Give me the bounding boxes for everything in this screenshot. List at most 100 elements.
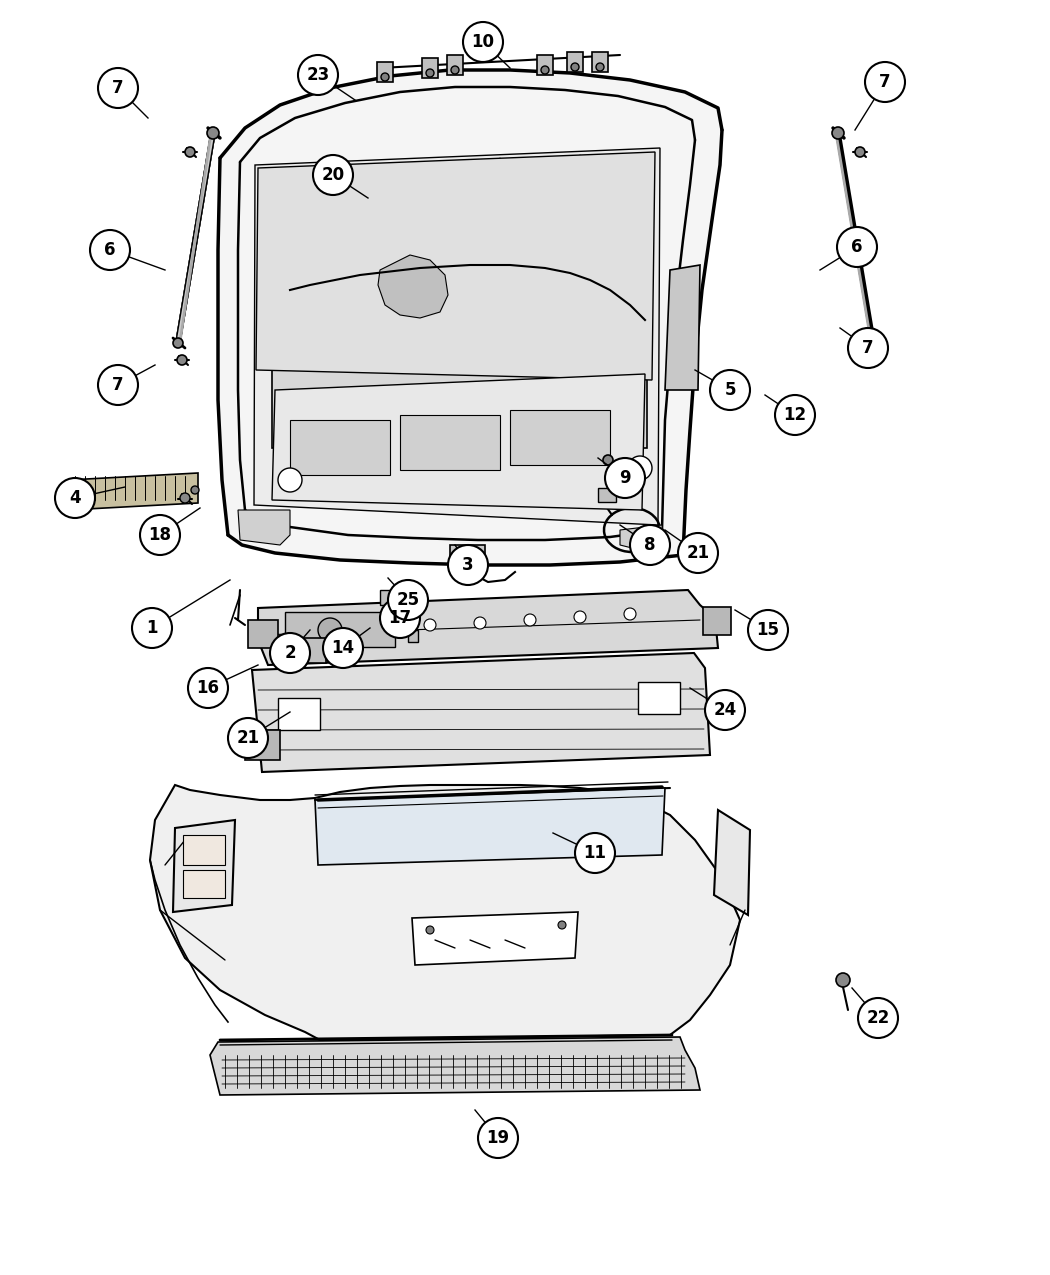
Text: 4: 4 — [69, 490, 81, 507]
Circle shape — [185, 147, 195, 157]
Circle shape — [381, 73, 388, 82]
Text: 17: 17 — [388, 609, 412, 627]
Bar — [298, 638, 326, 663]
Circle shape — [90, 230, 130, 270]
Bar — [245, 731, 280, 760]
Text: 7: 7 — [879, 73, 890, 91]
Circle shape — [855, 147, 865, 157]
Bar — [537, 55, 553, 75]
Circle shape — [832, 128, 844, 139]
Circle shape — [571, 62, 579, 71]
Bar — [248, 620, 278, 648]
Circle shape — [191, 486, 200, 493]
Text: 15: 15 — [756, 621, 779, 639]
Text: 18: 18 — [148, 527, 171, 544]
Circle shape — [270, 632, 310, 673]
Bar — [272, 210, 647, 360]
Bar — [183, 835, 225, 864]
Circle shape — [537, 391, 553, 407]
Text: 12: 12 — [783, 405, 806, 425]
Circle shape — [630, 525, 670, 565]
Bar — [447, 55, 463, 75]
Circle shape — [705, 690, 746, 731]
Bar — [406, 598, 420, 606]
Text: 8: 8 — [645, 536, 656, 555]
Circle shape — [313, 156, 353, 195]
Circle shape — [388, 580, 428, 620]
Circle shape — [710, 370, 750, 411]
Circle shape — [462, 394, 478, 411]
Circle shape — [140, 515, 180, 555]
Polygon shape — [254, 148, 660, 525]
Polygon shape — [620, 525, 663, 550]
Circle shape — [298, 55, 338, 96]
Circle shape — [678, 533, 718, 572]
Text: 24: 24 — [713, 701, 737, 719]
Circle shape — [307, 400, 323, 416]
Circle shape — [610, 224, 630, 244]
Bar — [510, 411, 610, 465]
Text: 2: 2 — [285, 644, 296, 662]
Text: 9: 9 — [620, 469, 631, 487]
Circle shape — [558, 921, 566, 929]
Circle shape — [748, 609, 788, 650]
Text: 25: 25 — [397, 592, 420, 609]
Circle shape — [865, 62, 905, 102]
Text: 1: 1 — [146, 618, 158, 638]
Circle shape — [524, 615, 536, 626]
Text: 7: 7 — [112, 376, 124, 394]
Text: 6: 6 — [104, 241, 116, 259]
Circle shape — [188, 668, 228, 708]
Text: 10: 10 — [471, 33, 495, 51]
Text: 21: 21 — [687, 544, 710, 562]
Text: 14: 14 — [332, 639, 355, 657]
Circle shape — [628, 456, 652, 479]
Circle shape — [55, 478, 94, 518]
Circle shape — [304, 235, 326, 255]
Bar — [278, 697, 320, 731]
Polygon shape — [378, 255, 448, 317]
Circle shape — [574, 611, 586, 623]
Circle shape — [605, 458, 645, 499]
Circle shape — [860, 354, 870, 365]
Polygon shape — [714, 810, 750, 915]
Polygon shape — [315, 788, 665, 864]
Text: 3: 3 — [462, 556, 474, 574]
Circle shape — [177, 354, 187, 365]
Polygon shape — [218, 70, 722, 565]
Circle shape — [460, 230, 480, 250]
Circle shape — [318, 618, 342, 643]
Text: 19: 19 — [486, 1128, 509, 1148]
Circle shape — [132, 608, 172, 648]
Circle shape — [452, 66, 459, 74]
Circle shape — [278, 468, 302, 492]
Circle shape — [474, 617, 486, 629]
Bar — [380, 590, 402, 606]
Bar — [422, 57, 438, 78]
Polygon shape — [256, 152, 655, 380]
Text: 16: 16 — [196, 680, 219, 697]
Bar — [450, 544, 485, 567]
Polygon shape — [252, 653, 710, 771]
Circle shape — [380, 233, 400, 252]
Polygon shape — [68, 473, 198, 510]
Polygon shape — [272, 374, 645, 510]
Circle shape — [448, 544, 488, 585]
Bar — [567, 52, 583, 71]
Circle shape — [478, 1118, 518, 1158]
Circle shape — [207, 128, 219, 139]
Circle shape — [426, 926, 434, 935]
Bar — [290, 419, 390, 476]
Bar — [598, 488, 616, 502]
Bar — [400, 414, 500, 470]
Circle shape — [380, 598, 420, 638]
Bar — [592, 52, 608, 71]
Text: 6: 6 — [852, 238, 863, 256]
Polygon shape — [665, 265, 700, 390]
Circle shape — [836, 973, 851, 987]
Circle shape — [575, 833, 615, 873]
Text: 21: 21 — [236, 729, 259, 747]
Circle shape — [228, 718, 268, 759]
Text: 20: 20 — [321, 166, 344, 184]
Circle shape — [463, 22, 503, 62]
